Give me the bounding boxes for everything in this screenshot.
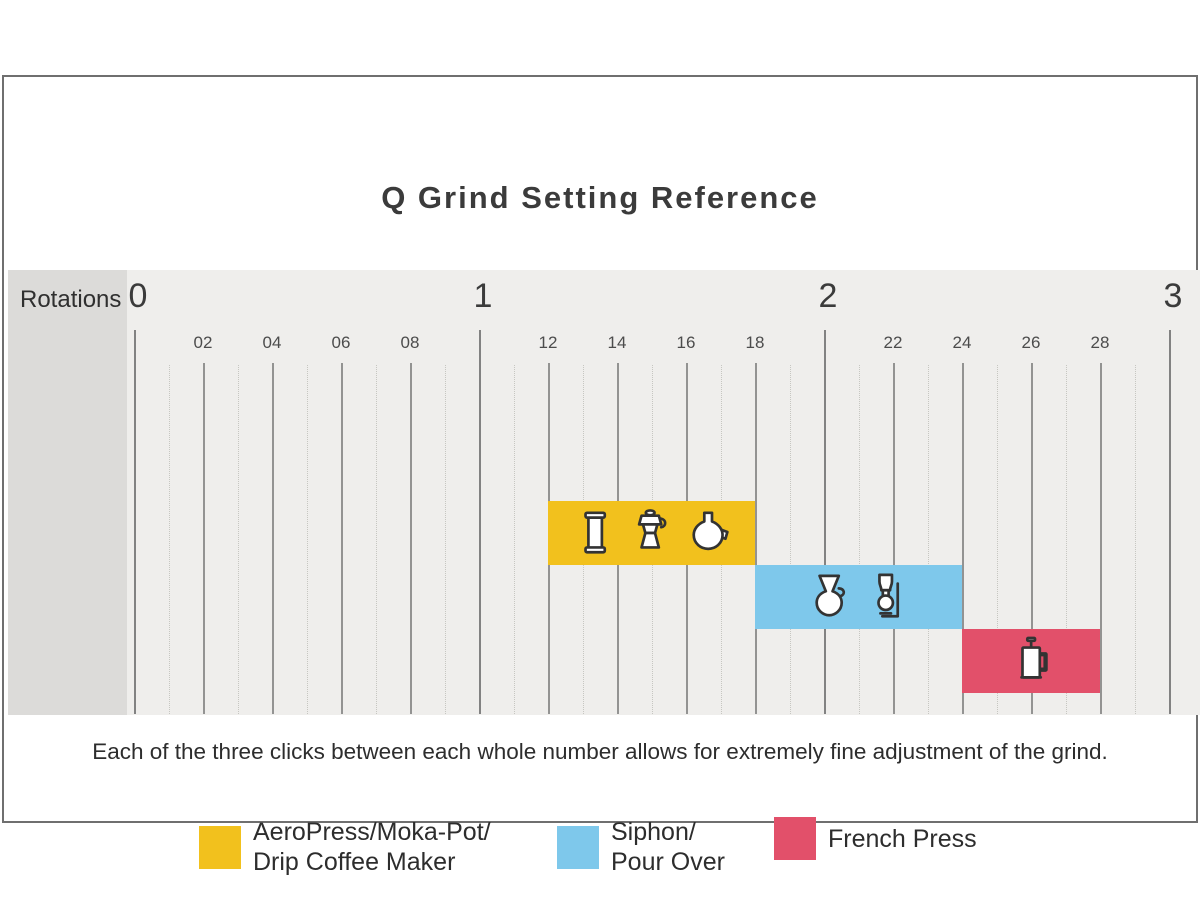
range-bar-pour-over: [755, 565, 962, 629]
range-bar-french-press: [962, 629, 1100, 693]
major-gridline: [824, 330, 826, 714]
minor-gridline: [237, 365, 239, 714]
minor-tick-label: 28: [1090, 333, 1110, 352]
siphon-icon: [876, 573, 899, 618]
legend-item: Siphon/Pour Over: [557, 817, 725, 877]
labeled-gridline: [755, 363, 757, 714]
labeled-gridline: [1100, 363, 1102, 714]
minor-tick-label: 12: [538, 333, 558, 352]
minor-tick-label: 02: [193, 333, 213, 352]
minor-gridline: [1065, 365, 1067, 714]
drip-coffee-maker-icon: [692, 511, 729, 551]
legend-swatch: [557, 825, 599, 869]
legend-label: Siphon/Pour Over: [611, 818, 725, 876]
axis-label: Rotations: [20, 286, 122, 313]
minor-gridline: [1134, 365, 1136, 714]
minor-tick-label: 08: [400, 333, 420, 352]
legend-label: AeroPress/Moka-Pot/Drip Coffee Maker: [253, 818, 491, 876]
minor-gridline: [306, 365, 308, 714]
minor-tick-label: 14: [607, 333, 627, 352]
aeropress-icon: [584, 511, 607, 554]
labeled-gridline: [962, 363, 964, 714]
french-press-icon: [1020, 636, 1048, 679]
labeled-gridline: [893, 363, 895, 714]
minor-tick-label: 24: [952, 333, 972, 352]
range-bar-aeropress: [548, 501, 755, 565]
note-text: Each of the three clicks between each wh…: [92, 739, 1108, 764]
minor-tick-label: 22: [883, 333, 903, 352]
labeled-gridline: [410, 363, 412, 714]
legend-item: French Press: [774, 817, 977, 860]
chart-frame: Q Grind Setting Reference Rotations 0 02 0…: [2, 75, 1200, 876]
minor-gridline: [444, 365, 446, 714]
axis-label-panel: Rotations: [8, 270, 127, 715]
minor-tick-label: 16: [676, 333, 696, 352]
chart-title: Q Grind Setting Reference: [381, 180, 819, 215]
minor-gridline: [375, 365, 377, 714]
legend-label: French Press: [828, 824, 977, 853]
minor-gridline: [789, 365, 791, 714]
legend: AeroPress/Moka-Pot/Drip Coffee Maker Siph…: [4, 77, 1196, 876]
minor-gridline: [168, 365, 170, 714]
minor-gridline: [513, 365, 515, 714]
minor-gridline: [927, 365, 929, 714]
labeled-gridline: [203, 363, 205, 714]
major-tick-label: 2: [818, 277, 838, 315]
minor-tick-label: 18: [745, 333, 765, 352]
moka-pot-icon: [638, 509, 667, 549]
minor-tick-label: 26: [1021, 333, 1041, 352]
labeled-gridline: [272, 363, 274, 714]
major-tick-label: 3: [1163, 277, 1183, 315]
major-gridline: [1169, 330, 1171, 714]
legend-item: AeroPress/Moka-Pot/Drip Coffee Maker: [199, 817, 491, 877]
pour-over-icon: [815, 574, 846, 617]
minor-tick-label: 06: [331, 333, 351, 352]
labeled-gridline: [341, 363, 343, 714]
minor-gridline: [996, 365, 998, 714]
major-gridline: [134, 330, 136, 714]
major-tick-label: 1: [473, 277, 493, 315]
labeled-gridline: [1031, 363, 1033, 714]
legend-swatch: [199, 825, 241, 869]
chart-band: Rotations 0 02 04 06 08 1 12 14 16 18 2 22 24 26 28 3: [8, 270, 1200, 715]
minor-gridline: [858, 365, 860, 714]
legend-swatch: [774, 817, 816, 860]
major-tick-label: 0: [128, 277, 148, 315]
minor-tick-label: 04: [262, 333, 282, 352]
major-gridline: [479, 330, 481, 714]
